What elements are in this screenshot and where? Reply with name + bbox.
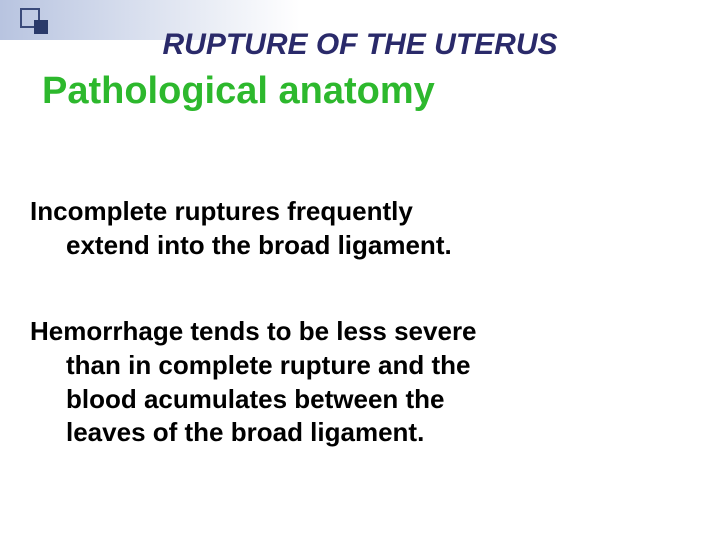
paragraph-2-line-2: than in complete rupture and the bbox=[30, 349, 690, 383]
paragraph-1-line-1: Incomplete ruptures frequently bbox=[30, 196, 413, 226]
slide-title: RUPTURE OF THE UTERUS bbox=[0, 28, 720, 62]
slide-subtitle: Pathological anatomy bbox=[42, 70, 435, 113]
paragraph-2-line-3: blood acumulates between the bbox=[30, 383, 690, 417]
paragraph-2-line-4: leaves of the broad ligament. bbox=[30, 416, 690, 450]
paragraph-2-line-1: Hemorrhage tends to be less severe bbox=[30, 316, 477, 346]
paragraph-2: Hemorrhage tends to be less severe than … bbox=[30, 315, 690, 450]
paragraph-1: Incomplete ruptures frequently extend in… bbox=[30, 195, 680, 263]
paragraph-1-line-2: extend into the broad ligament. bbox=[30, 229, 680, 263]
